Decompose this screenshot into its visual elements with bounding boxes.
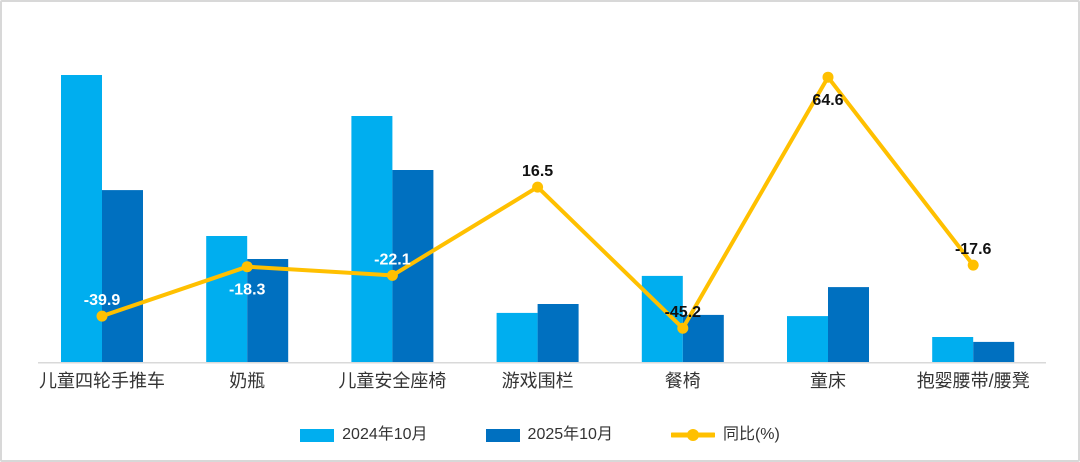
yoy-line-marker-cat2 <box>241 261 253 273</box>
bar-series1-cat4 <box>496 312 538 362</box>
yoy-line-marker-cat7 <box>967 259 979 271</box>
bar-series2-cat2 <box>247 259 289 362</box>
legend-item-yoy: 同比(%) <box>669 426 780 443</box>
legend-item-2024: 2024年10月 <box>300 426 428 443</box>
x-axis-label-cat7: 抱婴腰带/腰凳 <box>917 371 1030 391</box>
legend-item-2025: 2025年10月 <box>485 426 613 443</box>
legend-label-2024: 2024年10月 <box>342 426 428 443</box>
yoy-data-label-cat1: -39.9 <box>84 292 121 309</box>
chart-legend: 2024年10月 2025年10月 同比(%) <box>2 423 1078 447</box>
bar-series1-cat1 <box>61 75 102 362</box>
legend-label-yoy: 同比(%) <box>722 426 780 443</box>
bar-series2-cat6 <box>828 287 869 362</box>
x-axis-label-cat1: 儿童四轮手推车 <box>39 371 165 391</box>
bar-series2-cat7 <box>973 341 1015 362</box>
x-axis-label-cat5: 餐椅 <box>665 371 701 391</box>
legend-swatch-yoy-line-icon <box>669 428 717 442</box>
bar-series2-cat4 <box>537 304 579 362</box>
yoy-line-marker-cat4 <box>532 181 544 193</box>
bar-series2-cat3 <box>392 170 434 362</box>
x-axis-label-cat4: 游戏围栏 <box>502 371 574 391</box>
x-axis-label-cat3: 儿童安全座椅 <box>338 371 446 391</box>
yoy-data-label-cat3: -22.1 <box>374 251 411 268</box>
x-axis-label-cat2: 奶瓶 <box>229 371 265 391</box>
yoy-line-marker-cat3 <box>386 269 398 281</box>
yoy-data-label-cat4: 16.5 <box>522 163 553 180</box>
yoy-line-marker-cat6 <box>822 71 834 83</box>
legend-swatch-2025-bar <box>485 428 520 442</box>
bar-series1-cat2 <box>206 236 248 362</box>
yoy-data-label-cat7: -17.6 <box>955 241 992 258</box>
bar-series2-cat1 <box>102 190 143 362</box>
bar-series1-cat3 <box>351 116 393 362</box>
yoy-data-label-cat5: -45.2 <box>665 304 702 321</box>
yoy-line-marker-cat1 <box>96 310 108 322</box>
yoy-data-label-cat6: 64.6 <box>812 92 843 109</box>
yoy-data-label-cat2: -18.3 <box>229 282 266 299</box>
legend-label-2025: 2025年10月 <box>527 426 613 443</box>
bar-series2-cat5 <box>682 314 724 362</box>
x-axis-label-cat6: 童床 <box>810 371 846 391</box>
yoy-line-marker-cat5 <box>677 322 689 334</box>
bar-series1-cat6 <box>787 316 828 362</box>
bar-series1-cat7 <box>932 337 974 362</box>
legend-swatch-2024-bar <box>300 428 335 442</box>
combo-chart-plot-area: 儿童四轮手推车 奶瓶 儿童安全座椅 游戏围栏 餐椅 童床 抱婴腰带/腰凳 -39.9 -18.3… <box>38 71 1046 391</box>
